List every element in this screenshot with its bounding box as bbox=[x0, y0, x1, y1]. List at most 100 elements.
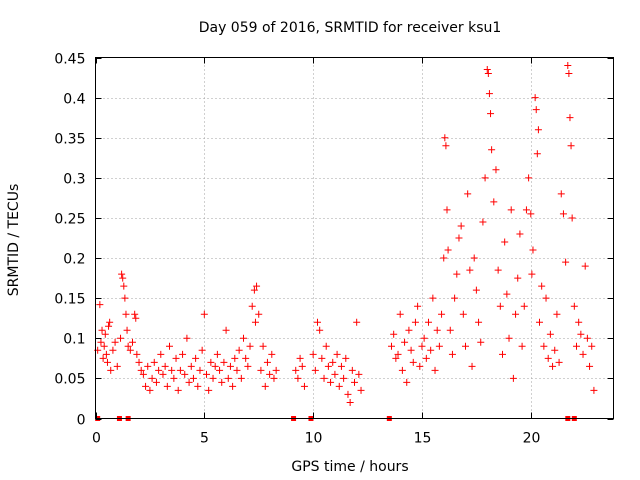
data-point bbox=[166, 342, 173, 350]
data-point bbox=[557, 190, 565, 198]
data-point bbox=[148, 374, 156, 382]
data-point bbox=[464, 190, 472, 198]
data-point bbox=[496, 302, 504, 310]
data-point bbox=[331, 370, 339, 378]
data-point bbox=[534, 126, 542, 134]
data-point bbox=[233, 366, 241, 374]
y-axis-label: SRMTID / TECUs bbox=[6, 184, 22, 297]
data-point bbox=[118, 270, 126, 278]
data-point bbox=[409, 358, 417, 366]
data-point bbox=[124, 342, 132, 350]
data-point bbox=[466, 266, 474, 274]
data-point bbox=[270, 374, 278, 382]
data-point bbox=[272, 366, 280, 374]
data-point bbox=[346, 398, 354, 406]
data-point bbox=[551, 346, 559, 354]
y-tick-label: 0.15 bbox=[54, 292, 85, 308]
x-tick-label: 15 bbox=[414, 431, 432, 447]
data-point bbox=[152, 378, 160, 386]
data-point bbox=[196, 366, 204, 374]
data-point bbox=[431, 366, 439, 374]
data-point bbox=[398, 366, 406, 374]
data-point bbox=[512, 310, 520, 318]
data-point bbox=[181, 370, 189, 378]
data-point bbox=[224, 374, 232, 382]
data-point bbox=[311, 366, 319, 374]
data-point bbox=[518, 342, 526, 350]
data-point bbox=[226, 362, 234, 370]
chart-title: Day 059 of 2016, SRMTID for receiver ksu… bbox=[199, 20, 502, 36]
data-point bbox=[259, 342, 267, 350]
data-point bbox=[488, 146, 496, 154]
data-point bbox=[555, 358, 563, 366]
data-point bbox=[137, 366, 145, 374]
data-point bbox=[577, 330, 585, 338]
data-point bbox=[470, 254, 478, 262]
data-point bbox=[211, 362, 219, 370]
data-point bbox=[257, 366, 265, 374]
data-point bbox=[133, 350, 141, 358]
data-point bbox=[123, 326, 131, 334]
axes: 0 0.05 0.1 0.15 0.2 0.25 0.3 0.35 0.4 0.45 0 5 10 15 2… bbox=[54, 52, 614, 447]
data-point bbox=[266, 370, 274, 378]
data-point bbox=[422, 354, 430, 362]
data-point bbox=[586, 362, 594, 370]
data-point bbox=[357, 386, 365, 394]
data-point bbox=[231, 354, 239, 362]
data-point bbox=[566, 114, 574, 122]
data-point bbox=[459, 310, 467, 318]
data-point bbox=[546, 330, 554, 338]
data-point bbox=[253, 282, 261, 290]
data-point bbox=[157, 350, 165, 358]
data-point bbox=[590, 386, 598, 394]
data-point bbox=[107, 366, 115, 374]
y-tick-label: 0.1 bbox=[63, 332, 85, 348]
data-point bbox=[416, 362, 424, 370]
data-point bbox=[549, 362, 557, 370]
data-point bbox=[159, 370, 167, 378]
data-point bbox=[485, 90, 493, 98]
data-point bbox=[525, 174, 533, 182]
data-point bbox=[448, 350, 456, 358]
data-point bbox=[564, 62, 572, 70]
data-point bbox=[189, 374, 197, 382]
data-point bbox=[96, 301, 104, 309]
data-point bbox=[187, 362, 195, 370]
x-tick-label: 20 bbox=[523, 431, 541, 447]
data-point bbox=[529, 246, 537, 254]
data-point bbox=[99, 354, 107, 362]
data-point bbox=[261, 382, 269, 390]
data-point bbox=[396, 310, 404, 318]
data-point bbox=[235, 346, 243, 354]
data-point bbox=[451, 294, 459, 302]
data-point bbox=[490, 198, 498, 206]
data-point bbox=[100, 342, 108, 350]
data-point bbox=[509, 374, 517, 382]
data-point bbox=[327, 378, 335, 386]
data-point bbox=[559, 210, 567, 218]
data-point bbox=[483, 66, 491, 74]
data-point bbox=[553, 310, 561, 318]
data-point bbox=[440, 254, 448, 262]
y-tick-label: 0.45 bbox=[54, 52, 85, 68]
data-point bbox=[528, 270, 536, 278]
data-point bbox=[207, 358, 215, 366]
data-point bbox=[472, 286, 480, 294]
data-point bbox=[516, 230, 524, 238]
data-point bbox=[237, 374, 245, 382]
data-point bbox=[520, 302, 528, 310]
data-point bbox=[113, 362, 121, 370]
y-tick-label: 0.2 bbox=[63, 252, 85, 268]
data-point bbox=[342, 354, 350, 362]
data-point bbox=[401, 338, 409, 346]
data-point bbox=[198, 346, 206, 354]
data-point bbox=[588, 342, 596, 350]
data-point bbox=[205, 386, 213, 394]
data-point bbox=[542, 294, 550, 302]
data-point bbox=[505, 334, 513, 342]
data-point bbox=[255, 310, 263, 318]
data-point bbox=[494, 266, 502, 274]
data-point bbox=[544, 354, 552, 362]
x-axis-label: GPS time / hours bbox=[291, 459, 408, 475]
